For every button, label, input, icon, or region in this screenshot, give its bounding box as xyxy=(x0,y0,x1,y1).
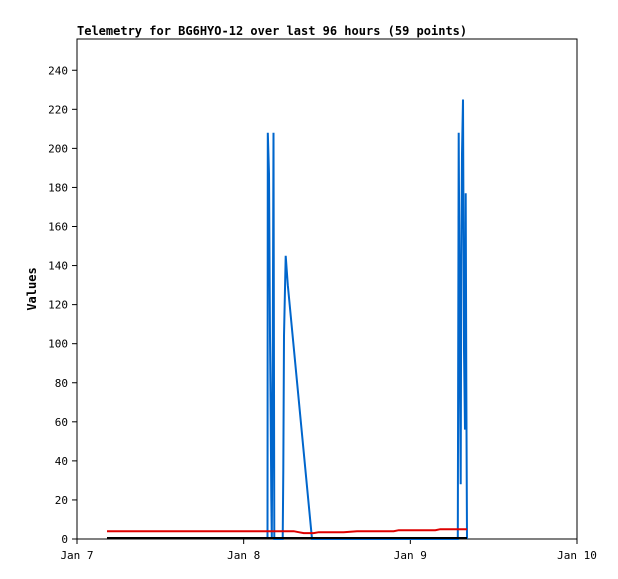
x-axis: Jan 7 Jan 8 Jan 9 Jan 10 xyxy=(60,539,597,562)
series-layer xyxy=(107,99,468,540)
x-tick-label: Jan 9 xyxy=(394,549,427,562)
y-axis-label: Values xyxy=(25,267,39,310)
series-line-2 xyxy=(107,528,467,535)
x-tick-label: Jan 7 xyxy=(60,549,93,562)
y-tick-label: 160 xyxy=(48,221,68,234)
y-tick-label: 40 xyxy=(55,455,68,468)
y-tick-label: 220 xyxy=(48,103,68,116)
plot-frame xyxy=(76,38,578,540)
chart-title: Telemetry for BG6HYO-12 over last 96 hou… xyxy=(77,24,467,38)
y-tick-label: 200 xyxy=(48,142,68,155)
y-tick-label: 80 xyxy=(55,377,68,390)
y-tick-label: 100 xyxy=(48,338,68,351)
y-tick-label: 240 xyxy=(48,64,68,77)
y-tick-label: 60 xyxy=(55,416,68,429)
y-tick-label: 20 xyxy=(55,494,68,507)
y-tick-label: 120 xyxy=(48,299,68,312)
y-tick-label: 140 xyxy=(48,260,68,273)
y-tick-label: 180 xyxy=(48,181,68,194)
x-tick-label: Jan 8 xyxy=(227,549,260,562)
y-tick-label: 0 xyxy=(61,533,68,546)
series-line-1 xyxy=(266,99,468,540)
y-axis: 0 20 40 60 80 100 120 140 160 180 200 220 240 xyxy=(48,64,77,546)
x-tick-label: Jan 10 xyxy=(557,549,597,562)
